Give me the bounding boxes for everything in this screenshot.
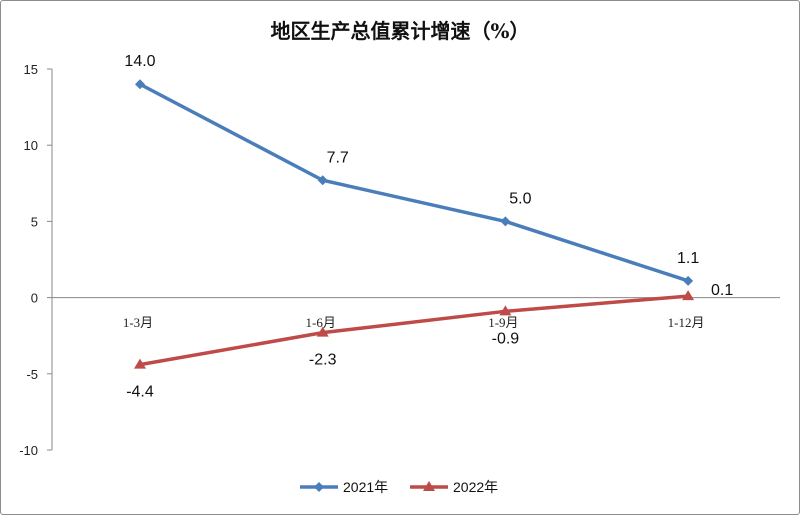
data-point	[134, 358, 146, 369]
data-label: -4.4	[126, 384, 154, 401]
data-point	[135, 79, 145, 90]
data-label: -0.9	[492, 330, 520, 347]
series-2021年: 14.0 7.7 5.0 1.1	[124, 53, 699, 286]
x-tick-label: 1-12月	[668, 315, 705, 330]
legend-item: 2021年	[300, 479, 388, 495]
x-tick-label: 1-3月	[123, 315, 153, 330]
data-point	[500, 216, 511, 227]
data-point	[683, 275, 694, 286]
chart-title: 地区生产总值累计增速（%）	[270, 19, 529, 43]
data-label: 5.0	[509, 190, 531, 207]
data-label: 0.1	[711, 282, 733, 299]
y-tick-label: -5	[26, 367, 38, 382]
y-tick-label: 15	[24, 62, 38, 77]
data-label: 14.0	[124, 53, 155, 70]
legend-label: 2022年	[453, 479, 498, 495]
y-tick-label: 5	[31, 214, 38, 229]
x-tick-label: 1-6月	[306, 315, 336, 330]
series-line	[139, 294, 689, 367]
data-point	[682, 290, 695, 301]
data-point	[316, 326, 329, 337]
series-2022年: -4.4 -2.3 -0.9 0.1	[126, 282, 733, 401]
y-tick-label: -10	[19, 443, 38, 458]
data-label: 1.1	[677, 250, 699, 267]
legend-item: 2022年	[410, 479, 498, 495]
data-point	[317, 175, 328, 186]
data-label: 7.7	[327, 149, 349, 166]
data-point	[314, 482, 324, 492]
legend-label: 2021年	[343, 479, 388, 495]
data-label: -2.3	[309, 352, 337, 369]
x-tick-label: 1-9月	[488, 315, 518, 330]
data-point	[499, 305, 512, 316]
y-tick-label: 10	[24, 138, 38, 153]
data-point	[423, 481, 435, 491]
series-line	[139, 82, 689, 283]
y-tick-label: 0	[31, 291, 38, 306]
